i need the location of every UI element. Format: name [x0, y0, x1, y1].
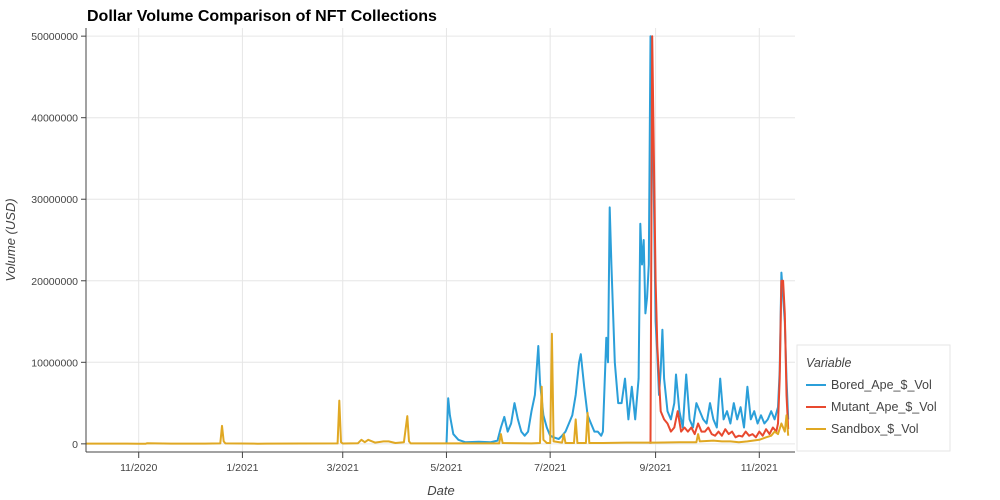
axes — [81, 28, 795, 458]
y-tick-label: 30000000 — [31, 194, 78, 206]
series-layer — [86, 35, 790, 445]
legend: Variable Bored_Ape_$_Vol Mutant_Ape_$_Vol… — [796, 344, 951, 452]
y-axis-title: Volume (USD) — [3, 198, 18, 281]
x-tick-label: 11/2020 — [120, 462, 157, 474]
x-tick-label: 9/2021 — [640, 462, 672, 474]
x-tick-label: 7/2021 — [534, 462, 566, 474]
y-tick-labels: 0 10000000 20000000 30000000 40000000 5000000… — [31, 31, 78, 451]
x-axis-title: Date — [427, 483, 454, 498]
legend-title: Variable — [806, 356, 851, 370]
legend-items: Bored_Ape_$_Vol Mutant_Ape_$_Vol Sandbox_$… — [806, 378, 937, 436]
series-line-sandbox-vol — [86, 332, 790, 445]
x-tick-label: 3/2021 — [327, 462, 359, 474]
x-tick-label: 1/2021 — [226, 462, 258, 474]
legend-label: Mutant_Ape_$_Vol — [831, 400, 937, 414]
x-tick-labels: 11/2020 1/2021 3/2021 5/2021 7/2021 9/2021 11/… — [120, 462, 778, 474]
legend-label: Sandbox_$_Vol — [831, 422, 919, 436]
series-line-mutant-ape-vol — [649, 35, 790, 444]
y-tick-label: 0 — [72, 439, 78, 451]
chart-title: Dollar Volume Comparison of NFT Collecti… — [87, 8, 437, 25]
y-tick-label: 20000000 — [31, 276, 78, 288]
x-tick-label: 11/2021 — [741, 462, 778, 474]
legend-box — [796, 344, 951, 452]
y-tick-label: 10000000 — [31, 357, 78, 369]
y-tick-label: 50000000 — [31, 31, 78, 43]
legend-label: Bored_Ape_$_Vol — [831, 378, 932, 392]
series-line-bored-ape-vol — [445, 35, 790, 444]
grid-lines — [86, 28, 795, 452]
x-tick-label: 5/2021 — [430, 462, 462, 474]
y-tick-label: 40000000 — [31, 113, 78, 125]
